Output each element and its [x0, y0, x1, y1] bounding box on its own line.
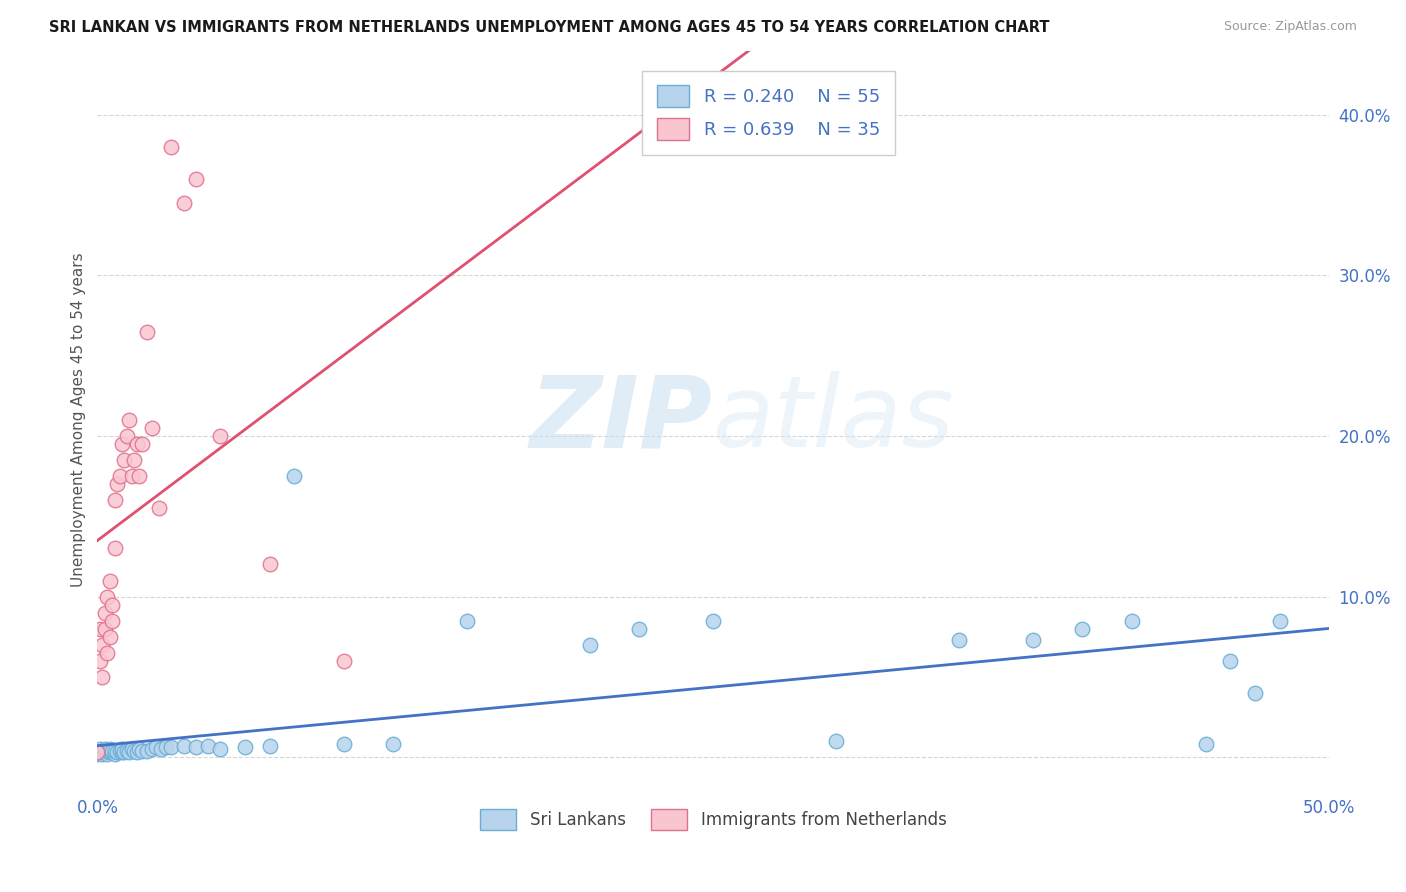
Point	[111, 437, 134, 451]
Text: SRI LANKAN VS IMMIGRANTS FROM NETHERLANDS UNEMPLOYMENT AMONG AGES 45 TO 54 YEARS: SRI LANKAN VS IMMIGRANTS FROM NETHERLAND…	[49, 20, 1050, 35]
Point	[115, 429, 138, 443]
Point	[121, 742, 143, 756]
Point	[381, 737, 404, 751]
Point	[91, 747, 114, 761]
Point	[108, 744, 131, 758]
Point	[114, 745, 136, 759]
Point	[93, 622, 115, 636]
Point	[197, 739, 219, 753]
Point	[259, 558, 281, 572]
Point	[96, 747, 118, 761]
Point	[135, 744, 157, 758]
Point	[86, 747, 108, 761]
Point	[150, 742, 173, 756]
Point	[141, 421, 163, 435]
Point	[141, 742, 163, 756]
Point	[1071, 622, 1094, 636]
Point	[86, 745, 108, 759]
Point	[702, 614, 724, 628]
Text: Source: ZipAtlas.com: Source: ZipAtlas.com	[1223, 20, 1357, 33]
Point	[173, 196, 195, 211]
Point	[105, 745, 128, 759]
Point	[114, 453, 136, 467]
Point	[131, 437, 153, 451]
Point	[98, 574, 121, 588]
Point	[98, 630, 121, 644]
Point	[124, 744, 146, 758]
Point	[105, 477, 128, 491]
Point	[118, 413, 141, 427]
Point	[1219, 654, 1241, 668]
Point	[184, 172, 207, 186]
Point	[1268, 614, 1291, 628]
Point	[209, 742, 232, 756]
Point	[628, 622, 651, 636]
Point	[104, 744, 127, 758]
Point	[101, 745, 124, 759]
Point	[1244, 686, 1267, 700]
Point	[579, 638, 602, 652]
Point	[121, 469, 143, 483]
Point	[93, 606, 115, 620]
Point	[173, 739, 195, 753]
Point	[98, 742, 121, 756]
Point	[283, 469, 305, 483]
Point	[118, 745, 141, 759]
Point	[948, 632, 970, 647]
Point	[209, 429, 232, 443]
Point	[104, 747, 127, 761]
Point	[89, 654, 111, 668]
Point	[825, 734, 848, 748]
Point	[332, 737, 354, 751]
Point	[91, 638, 114, 652]
Point	[89, 742, 111, 756]
Point	[1121, 614, 1143, 628]
Point	[96, 744, 118, 758]
Point	[456, 614, 478, 628]
Legend: Sri Lankans, Immigrants from Netherlands: Sri Lankans, Immigrants from Netherlands	[472, 803, 953, 837]
Point	[160, 140, 183, 154]
Point	[128, 469, 150, 483]
Point	[111, 745, 134, 759]
Point	[89, 745, 111, 759]
Point	[104, 541, 127, 556]
Point	[131, 744, 153, 758]
Point	[148, 501, 170, 516]
Point	[233, 740, 256, 755]
Point	[128, 742, 150, 756]
Point	[259, 739, 281, 753]
Point	[184, 740, 207, 755]
Point	[135, 325, 157, 339]
Point	[332, 654, 354, 668]
Point	[89, 622, 111, 636]
Text: atlas: atlas	[713, 371, 955, 468]
Point	[91, 744, 114, 758]
Point	[160, 740, 183, 755]
Point	[125, 745, 148, 759]
Point	[101, 598, 124, 612]
Text: ZIP: ZIP	[530, 371, 713, 468]
Point	[125, 437, 148, 451]
Point	[91, 670, 114, 684]
Point	[101, 614, 124, 628]
Point	[124, 453, 146, 467]
Point	[96, 590, 118, 604]
Point	[96, 646, 118, 660]
Point	[111, 742, 134, 756]
Point	[1194, 737, 1216, 751]
Point	[93, 742, 115, 756]
Point	[101, 744, 124, 758]
Point	[145, 740, 167, 755]
Point	[115, 744, 138, 758]
Point	[1022, 632, 1045, 647]
Point	[155, 740, 177, 755]
Point	[98, 745, 121, 759]
Point	[104, 493, 127, 508]
Y-axis label: Unemployment Among Ages 45 to 54 years: Unemployment Among Ages 45 to 54 years	[72, 252, 86, 587]
Point	[93, 745, 115, 759]
Point	[108, 469, 131, 483]
